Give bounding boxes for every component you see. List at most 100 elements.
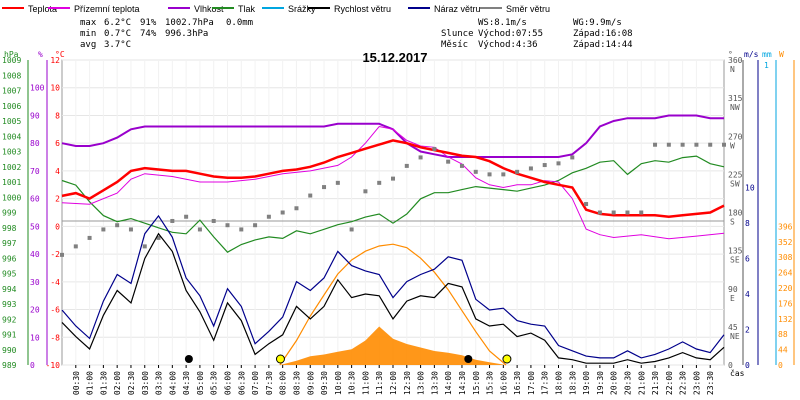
x-tick-label: 20:30 [623,371,632,395]
x-tick-label: 12:00 [389,371,398,395]
ms-axis-label: m/s [744,50,759,59]
wind-direction-point [708,142,713,147]
wind-direction-point [391,176,395,181]
hpa-tick-label: 990 [2,346,17,355]
hpa-axis-label: hPa [4,50,19,59]
wind-direction-point [625,210,630,215]
x-tick-label: 19:30 [596,371,605,395]
theoretical-radiation-line [279,243,507,366]
ms-tick-label: 6 [745,255,750,264]
x-tick-label: 19:00 [582,371,591,395]
temperature-line [61,139,725,218]
wind-direction-point [294,206,299,211]
sun-marker [275,354,285,364]
wind-direction-point [501,172,506,177]
ms-tick-label: 0 [745,361,750,370]
legend-label: Náraz větru [434,4,481,14]
sun-marker [502,354,512,364]
x-tick-label: 07:30 [265,371,274,395]
deg-tick-label: 360 [728,56,743,65]
x-tick-label: 02:00 [113,371,122,395]
x-tick-label: 02:30 [127,371,136,395]
wind-direction-point [156,235,161,240]
wind-direction-point [101,227,106,232]
x-tick-label: 16:30 [513,371,522,395]
time-axis-label: čas [730,368,745,378]
left-axes: 1009100810071006100510041003100210011000… [2,56,60,370]
grid [62,59,724,366]
pct-tick-label: 10 [30,333,40,342]
wind-speed-line [61,232,725,364]
ground-temp-line [61,125,725,240]
pressure-line [61,155,725,253]
wind-direction-point [611,210,616,215]
wind-speed-info: WS:8.1m/s [478,18,527,28]
legend-label: Vlhkost [194,4,224,14]
x-tick-label: 23:00 [692,371,701,395]
wind-direction-point [322,185,327,190]
stat-min-temp: 0.7°C [104,29,131,39]
sun-moon-markers [184,354,512,364]
wm-tick-label: 308 [778,253,793,262]
wind-direction-point [584,202,589,207]
legend-label: Teplota [28,4,57,14]
x-tick-label: 15:30 [486,371,495,395]
wind-direction-point [666,142,671,147]
x-tick-label: 21:30 [651,371,660,395]
hpa-tick-label: 991 [2,331,17,340]
x-tick-label: 11:30 [375,371,384,395]
deg-direction-label: S [730,218,735,227]
deg-tick-label: 90 [728,285,738,294]
wind-direction-point [487,172,492,177]
hpa-tick-label: 998 [2,224,17,233]
wm-axis-label: W [779,50,784,59]
celsius-tick-label: 0 [55,222,60,231]
wind-direction-point [211,218,216,223]
pct-tick-label: 70 [30,167,40,176]
x-tick-label: 04:30 [182,371,191,395]
stat-min-press: 996.3hPa [165,29,208,39]
wind-direction-point [570,155,575,160]
wind-direction-point [197,227,202,232]
wind-gust-line [61,214,725,359]
wind-direction-point [363,189,368,194]
hpa-tick-label: 1005 [2,117,21,126]
legend-label: Přízemní teplota [74,4,140,14]
wm-tick-label: 176 [778,299,793,308]
x-tick-label: 08:30 [292,371,301,395]
stat-max-label: max [80,18,97,28]
mm-tick-label: 1 [764,61,769,70]
celsius-tick-label: -10 [46,361,61,370]
pct-tick-label: 90 [30,111,40,120]
celsius-tick-label: -8 [50,333,60,342]
hpa-tick-label: 1006 [2,102,21,111]
x-tick-label: 01:00 [86,371,95,395]
x-tick-label: 09:30 [320,371,329,395]
hpa-tick-label: 1008 [2,71,21,80]
chart-title: 15.12.2017 [362,50,427,65]
deg-tick-label: 315 [728,94,743,103]
series-layer [60,114,726,366]
hpa-tick-label: 1001 [2,178,21,187]
deg-direction-label: SW [730,179,740,188]
hpa-tick-label: 1004 [2,132,21,141]
wind-direction-point [73,244,78,249]
deg-direction-label: NE [730,332,740,341]
wind-direction-point [253,223,258,228]
deg-direction-label: E [730,294,735,303]
x-tick-label: 09:00 [306,371,315,395]
sunset-info: Západ:16:08 [573,29,633,39]
celsius-tick-label: 8 [55,111,60,120]
deg-tick-label: 135 [728,247,743,256]
sunrise-info: Východ:07:55 [478,29,543,39]
legend-label: Rychlost větru [334,4,391,14]
hpa-tick-label: 1007 [2,87,21,96]
wind-direction-point [280,210,285,215]
wind-direction-point [60,252,64,257]
stat-avg-temp: 3.7°C [104,40,131,50]
wind-direction-point [239,227,244,232]
x-tick-label: 10:30 [348,371,357,395]
stat-max-hum: 91% [140,18,157,28]
wind-direction-point [459,163,464,168]
deg-direction-label: SE [730,256,740,265]
